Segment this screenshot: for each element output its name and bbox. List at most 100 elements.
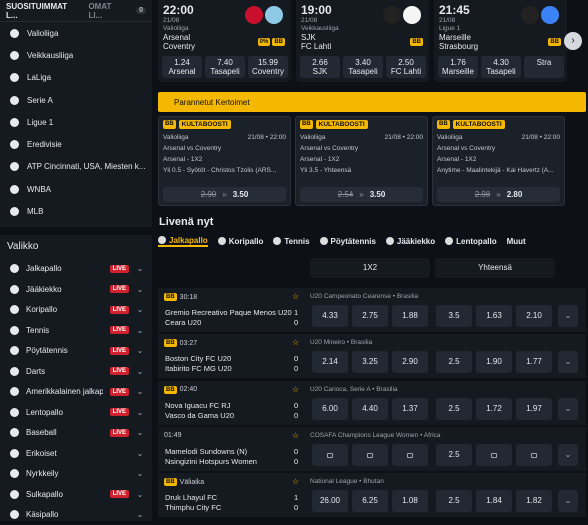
menu-item[interactable]: Tennis LIVE ⌄ — [0, 320, 152, 341]
odds-label: Coventry — [251, 67, 284, 76]
odds-button[interactable]: 2.5 — [436, 397, 472, 420]
tab[interactable]: SUOSITUIMMAT L... — [6, 1, 68, 20]
odds-button[interactable]: 2.10 — [516, 305, 552, 327]
favorite-label: Ligue 1 — [27, 117, 54, 127]
odds-button[interactable]: 2.5 — [436, 490, 472, 513]
odds-button[interactable]: 3.40 Tasapeli — [343, 56, 383, 78]
odds-button[interactable]: 4.33 — [312, 305, 348, 327]
odds-button[interactable]: 3.5 — [436, 305, 472, 327]
favorite-item[interactable]: Eredivisie — [0, 133, 152, 155]
boost-card[interactable]: BB KULTABOOSTI Valioliiga 21/08 • 22:00 Arse… — [295, 116, 428, 206]
odds-button[interactable] — [476, 443, 512, 466]
boost-card[interactable]: BB KULTABOOSTI Valioliiga 21/08 • 22:00 Arse… — [158, 116, 291, 206]
odds-button[interactable] — [312, 443, 348, 466]
carousel-next[interactable]: › — [564, 32, 582, 50]
menu-item[interactable]: Jääkiekko LIVE ⌄ — [0, 279, 152, 300]
boost-card[interactable]: BB KULTABOOSTI Valioliiga 21/08 • 22:00 Arse… — [432, 116, 565, 206]
odds-button[interactable]: 1.77 — [516, 351, 552, 374]
odds-button[interactable]: 6.25 — [352, 490, 388, 513]
odds-button[interactable]: 2.66 SJK — [300, 56, 340, 78]
menu-item[interactable]: Käsipallo ⌄ — [0, 505, 152, 525]
star[interactable]: ☆ — [292, 338, 300, 348]
odds-button[interactable]: 1.82 — [516, 490, 552, 513]
star[interactable]: ☆ — [292, 430, 300, 440]
odds-button[interactable]: 4.40 — [352, 397, 388, 420]
odds-button[interactable]: 1.72 — [476, 397, 512, 420]
menu-item[interactable]: Amerikkalainen jalkapallo LIVE ⌄ — [0, 382, 152, 403]
favorite-item[interactable]: WNBA — [0, 178, 152, 200]
favorite-item[interactable]: Valioliiga — [0, 22, 152, 44]
menu-item[interactable]: Lentopallo LIVE ⌄ — [0, 402, 152, 423]
odds-button[interactable]: 1.08 — [392, 490, 428, 513]
sport-tab[interactable]: Jääkiekko — [385, 237, 435, 246]
odds-button[interactable]: 2.14 — [312, 351, 348, 374]
odds-button[interactable]: 26.00 — [312, 490, 348, 513]
event-row[interactable]: 01:49 ☆ COSAFA Champions League Women • Af… — [158, 426, 586, 471]
odds-button[interactable]: 1.76 Marseille — [438, 56, 478, 78]
menu-item[interactable]: Nyrkkeily ⌄ — [0, 464, 152, 485]
icon — [273, 237, 282, 245]
menu-item[interactable]: Jalkapallo LIVE ⌄ — [0, 259, 152, 280]
odds-button[interactable]: 1.63 — [476, 305, 512, 327]
star[interactable]: ☆ — [292, 477, 300, 487]
icon — [10, 95, 19, 105]
star[interactable]: ☆ — [292, 292, 300, 301]
event-row[interactable]: BB 03:27 ☆ U20 Mineiro • Brasilia Boston Cit… — [158, 334, 586, 379]
odds-button[interactable]: 1.84 — [476, 490, 512, 513]
odds-button[interactable]: 2.90 — [392, 351, 428, 374]
odds-button[interactable]: 2.50 FC Lahti — [386, 56, 426, 78]
icon — [10, 469, 19, 479]
sport-tab[interactable]: Muut — [507, 237, 526, 246]
menu-item[interactable]: Baseball LIVE ⌄ — [0, 423, 152, 444]
featured-card[interactable]: 21:45 21/08 Ligue 1 Marseille Strasbourg BB 1.… — [434, 0, 567, 82]
menu-item[interactable]: Sulkapallo LIVE ⌄ — [0, 484, 152, 505]
favorite-item[interactable]: Serie A — [0, 89, 152, 111]
favorite-item[interactable]: LaLiga — [0, 67, 152, 89]
event-row[interactable]: BB 02:40 ☆ U20 Carioca, Serie A • Brasilia N… — [158, 380, 586, 425]
tab[interactable]: OMAT LI... — [88, 1, 112, 20]
odds-button[interactable]: 2.5 — [436, 443, 472, 466]
odds-button[interactable]: 1.88 — [392, 305, 428, 327]
odds-button[interactable]: 1.24 Arsenal — [162, 56, 202, 78]
odds-value: 2.66 — [312, 58, 328, 67]
menu-label: Nyrkkeily — [26, 469, 59, 479]
odds-button[interactable]: 1.37 — [392, 397, 428, 420]
odds-button[interactable]: 1.97 — [516, 397, 552, 420]
odds-button[interactable]: Stra — [524, 56, 564, 78]
menu-item[interactable]: Erikoiset ⌄ — [0, 443, 152, 464]
more-button: ⌄ — [558, 490, 578, 513]
star[interactable]: ☆ — [292, 384, 300, 394]
event-row[interactable]: BB 30:18 ☆ U20 Campeonato Cearense • Brasil… — [158, 288, 586, 332]
odds-button[interactable]: 2.75 — [352, 305, 388, 327]
menu-label: Baseball — [26, 428, 57, 438]
sport-tab[interactable]: Koripallo — [217, 237, 263, 246]
sport-tab[interactable]: Lentopallo — [445, 237, 497, 246]
menu-item[interactable]: Koripallo LIVE ⌄ — [0, 300, 152, 321]
odds-button[interactable]: 6.00 — [312, 397, 348, 420]
odds-button[interactable] — [516, 443, 552, 466]
odds-value: 1.88 — [402, 311, 418, 320]
odds-button[interactable]: 3.25 — [352, 351, 388, 374]
odds-button[interactable]: 15.99 Coventry — [248, 56, 288, 78]
odds-button[interactable]: 4.30 Tasapeli — [481, 56, 521, 78]
sport-tab[interactable]: Jalkapallo — [158, 236, 208, 247]
favorite-item[interactable]: Veikkausliiga — [0, 44, 152, 66]
odds-button[interactable]: 2.5 — [436, 351, 472, 374]
favorite-item[interactable]: ATP Cincinnati, USA, Miesten k... — [0, 156, 152, 178]
odds-button[interactable] — [352, 443, 388, 466]
sport-tab[interactable]: Pöytätennis — [319, 237, 376, 246]
odds-button[interactable] — [392, 443, 428, 466]
favorite-item[interactable]: Ligue 1 — [0, 111, 152, 133]
market-select[interactable]: 1X2 — [310, 258, 430, 278]
favorite-item[interactable]: MLB — [0, 200, 152, 222]
event-row[interactable]: BB Väliaika ☆ National League • Bhutan Druk … — [158, 473, 586, 518]
market-select[interactable]: Yhteensä — [435, 258, 555, 278]
odds-button[interactable]: 7.40 Tasapeli — [205, 56, 245, 78]
odds-button[interactable]: 1.90 — [476, 351, 512, 374]
featured-card[interactable]: 19:00 21/08 Veikkausliiga SJK FC Lahti BB 2.66… — [296, 0, 429, 82]
menu-item[interactable]: Pöytätennis LIVE ⌄ — [0, 341, 152, 362]
menu-item[interactable]: Darts LIVE ⌄ — [0, 361, 152, 382]
featured-card[interactable]: 22:00 21/08 Valioliiga Arsenal Coventry 0% BB 1… — [158, 0, 291, 82]
sport-tab[interactable]: Tennis — [273, 237, 310, 246]
match-time: 19:00 — [301, 3, 332, 17]
